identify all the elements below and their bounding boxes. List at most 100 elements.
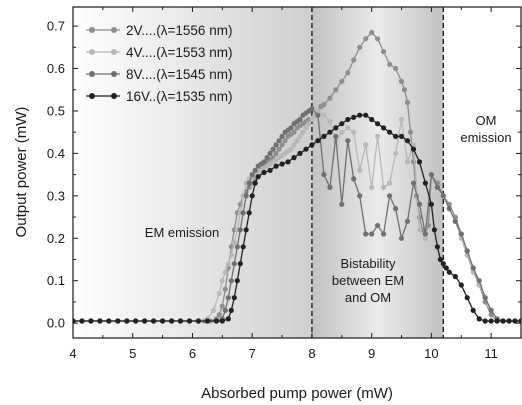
data-point (339, 129, 345, 135)
series-layer (73, 29, 521, 324)
y-tick-label: 0.7 (47, 19, 65, 34)
data-point (339, 121, 345, 127)
data-point (288, 146, 294, 152)
data-point (410, 146, 417, 152)
data-point (434, 244, 440, 250)
data-point (88, 318, 94, 324)
y-tick-label: 0.4 (47, 146, 65, 161)
data-point (488, 318, 494, 324)
legend-entry-2: 8V....(λ=1545 nm) (86, 67, 232, 82)
data-point (225, 316, 231, 322)
data-point (375, 222, 381, 229)
data-point (458, 231, 464, 237)
data-point (458, 282, 464, 288)
data-point (387, 180, 393, 186)
data-point (315, 112, 321, 118)
data-point (452, 273, 458, 280)
x-tick-label: 10 (424, 346, 438, 361)
data-point (357, 44, 363, 50)
y-tick-label: 0.5 (47, 103, 65, 118)
data-point (291, 142, 297, 148)
data-point (276, 138, 282, 144)
x-tick-label: 7 (249, 346, 256, 361)
data-point (249, 172, 255, 178)
data-point (327, 129, 333, 135)
data-point (252, 180, 258, 186)
data-point (428, 172, 434, 178)
data-point (404, 138, 411, 144)
data-point (216, 312, 222, 318)
data-point (339, 201, 345, 207)
data-point (357, 112, 363, 118)
data-point (381, 184, 387, 190)
data-point (482, 295, 488, 301)
data-point (321, 133, 327, 139)
y-tick-label: 0.1 (47, 273, 65, 288)
data-point (437, 256, 443, 263)
data-point (488, 307, 494, 313)
data-point (446, 269, 452, 275)
data-point (398, 116, 405, 123)
legend-marker (89, 27, 95, 33)
data-point (369, 231, 375, 237)
data-point (410, 180, 417, 186)
data-point (387, 61, 393, 67)
data-point (422, 231, 428, 237)
data-point (279, 161, 285, 167)
y-tick-label: 0.6 (47, 61, 65, 76)
axes: 4 5 6 7 8 9 10 11 0.0 0.1 0.2 0.3 0.4 0.5 0.6 0.7 (47, 6, 522, 361)
data-point (440, 193, 446, 199)
region-bistable (311, 7, 444, 338)
data-point (282, 138, 288, 144)
legend-label: 4V....(λ=1553 nm) (126, 45, 232, 60)
data-point (464, 295, 470, 301)
data-point (369, 29, 375, 36)
data-point (231, 261, 237, 267)
data-point (351, 114, 357, 120)
data-point (291, 129, 297, 135)
data-point (309, 106, 315, 112)
data-point (321, 112, 327, 118)
data-point (234, 278, 240, 284)
data-point (387, 193, 393, 199)
legend-label: 8V....(λ=1545 nm) (126, 67, 232, 82)
data-point (327, 184, 333, 190)
data-point (216, 290, 222, 296)
data-point (219, 278, 225, 284)
data-point (264, 155, 270, 161)
data-point (261, 159, 267, 165)
x-tick-label: 8 (308, 346, 315, 361)
data-point (345, 138, 351, 144)
data-point (393, 150, 399, 156)
data-point (333, 125, 339, 131)
data-point (345, 70, 351, 76)
data-point (446, 206, 452, 212)
series-3 (73, 112, 521, 324)
data-point (470, 265, 476, 271)
data-point (249, 193, 255, 199)
data-point (240, 210, 246, 216)
data-point (369, 116, 375, 123)
x-tick-label: 4 (69, 346, 76, 361)
region-boundaries (311, 7, 445, 338)
y-axis-title: Output power (mW) (13, 107, 30, 238)
legend-marker (111, 93, 117, 99)
data-point (246, 180, 252, 186)
legend-marker (89, 71, 95, 77)
data-point (404, 159, 411, 165)
data-point (279, 142, 285, 148)
shaded-regions (73, 7, 521, 338)
y-tick-label: 0.0 (47, 316, 65, 331)
data-point (273, 150, 279, 156)
data-point (351, 129, 357, 135)
data-point (231, 239, 237, 246)
data-point (294, 138, 300, 144)
data-point (291, 155, 297, 161)
data-point (228, 252, 234, 258)
data-point (470, 307, 476, 313)
plot-frame (72, 6, 522, 339)
data-point (300, 129, 306, 135)
legend-label: 16V..(λ=1535 nm) (126, 89, 232, 104)
legend-marker (111, 71, 117, 77)
legend-entry-3: 16V..(λ=1535 nm) (86, 89, 232, 104)
